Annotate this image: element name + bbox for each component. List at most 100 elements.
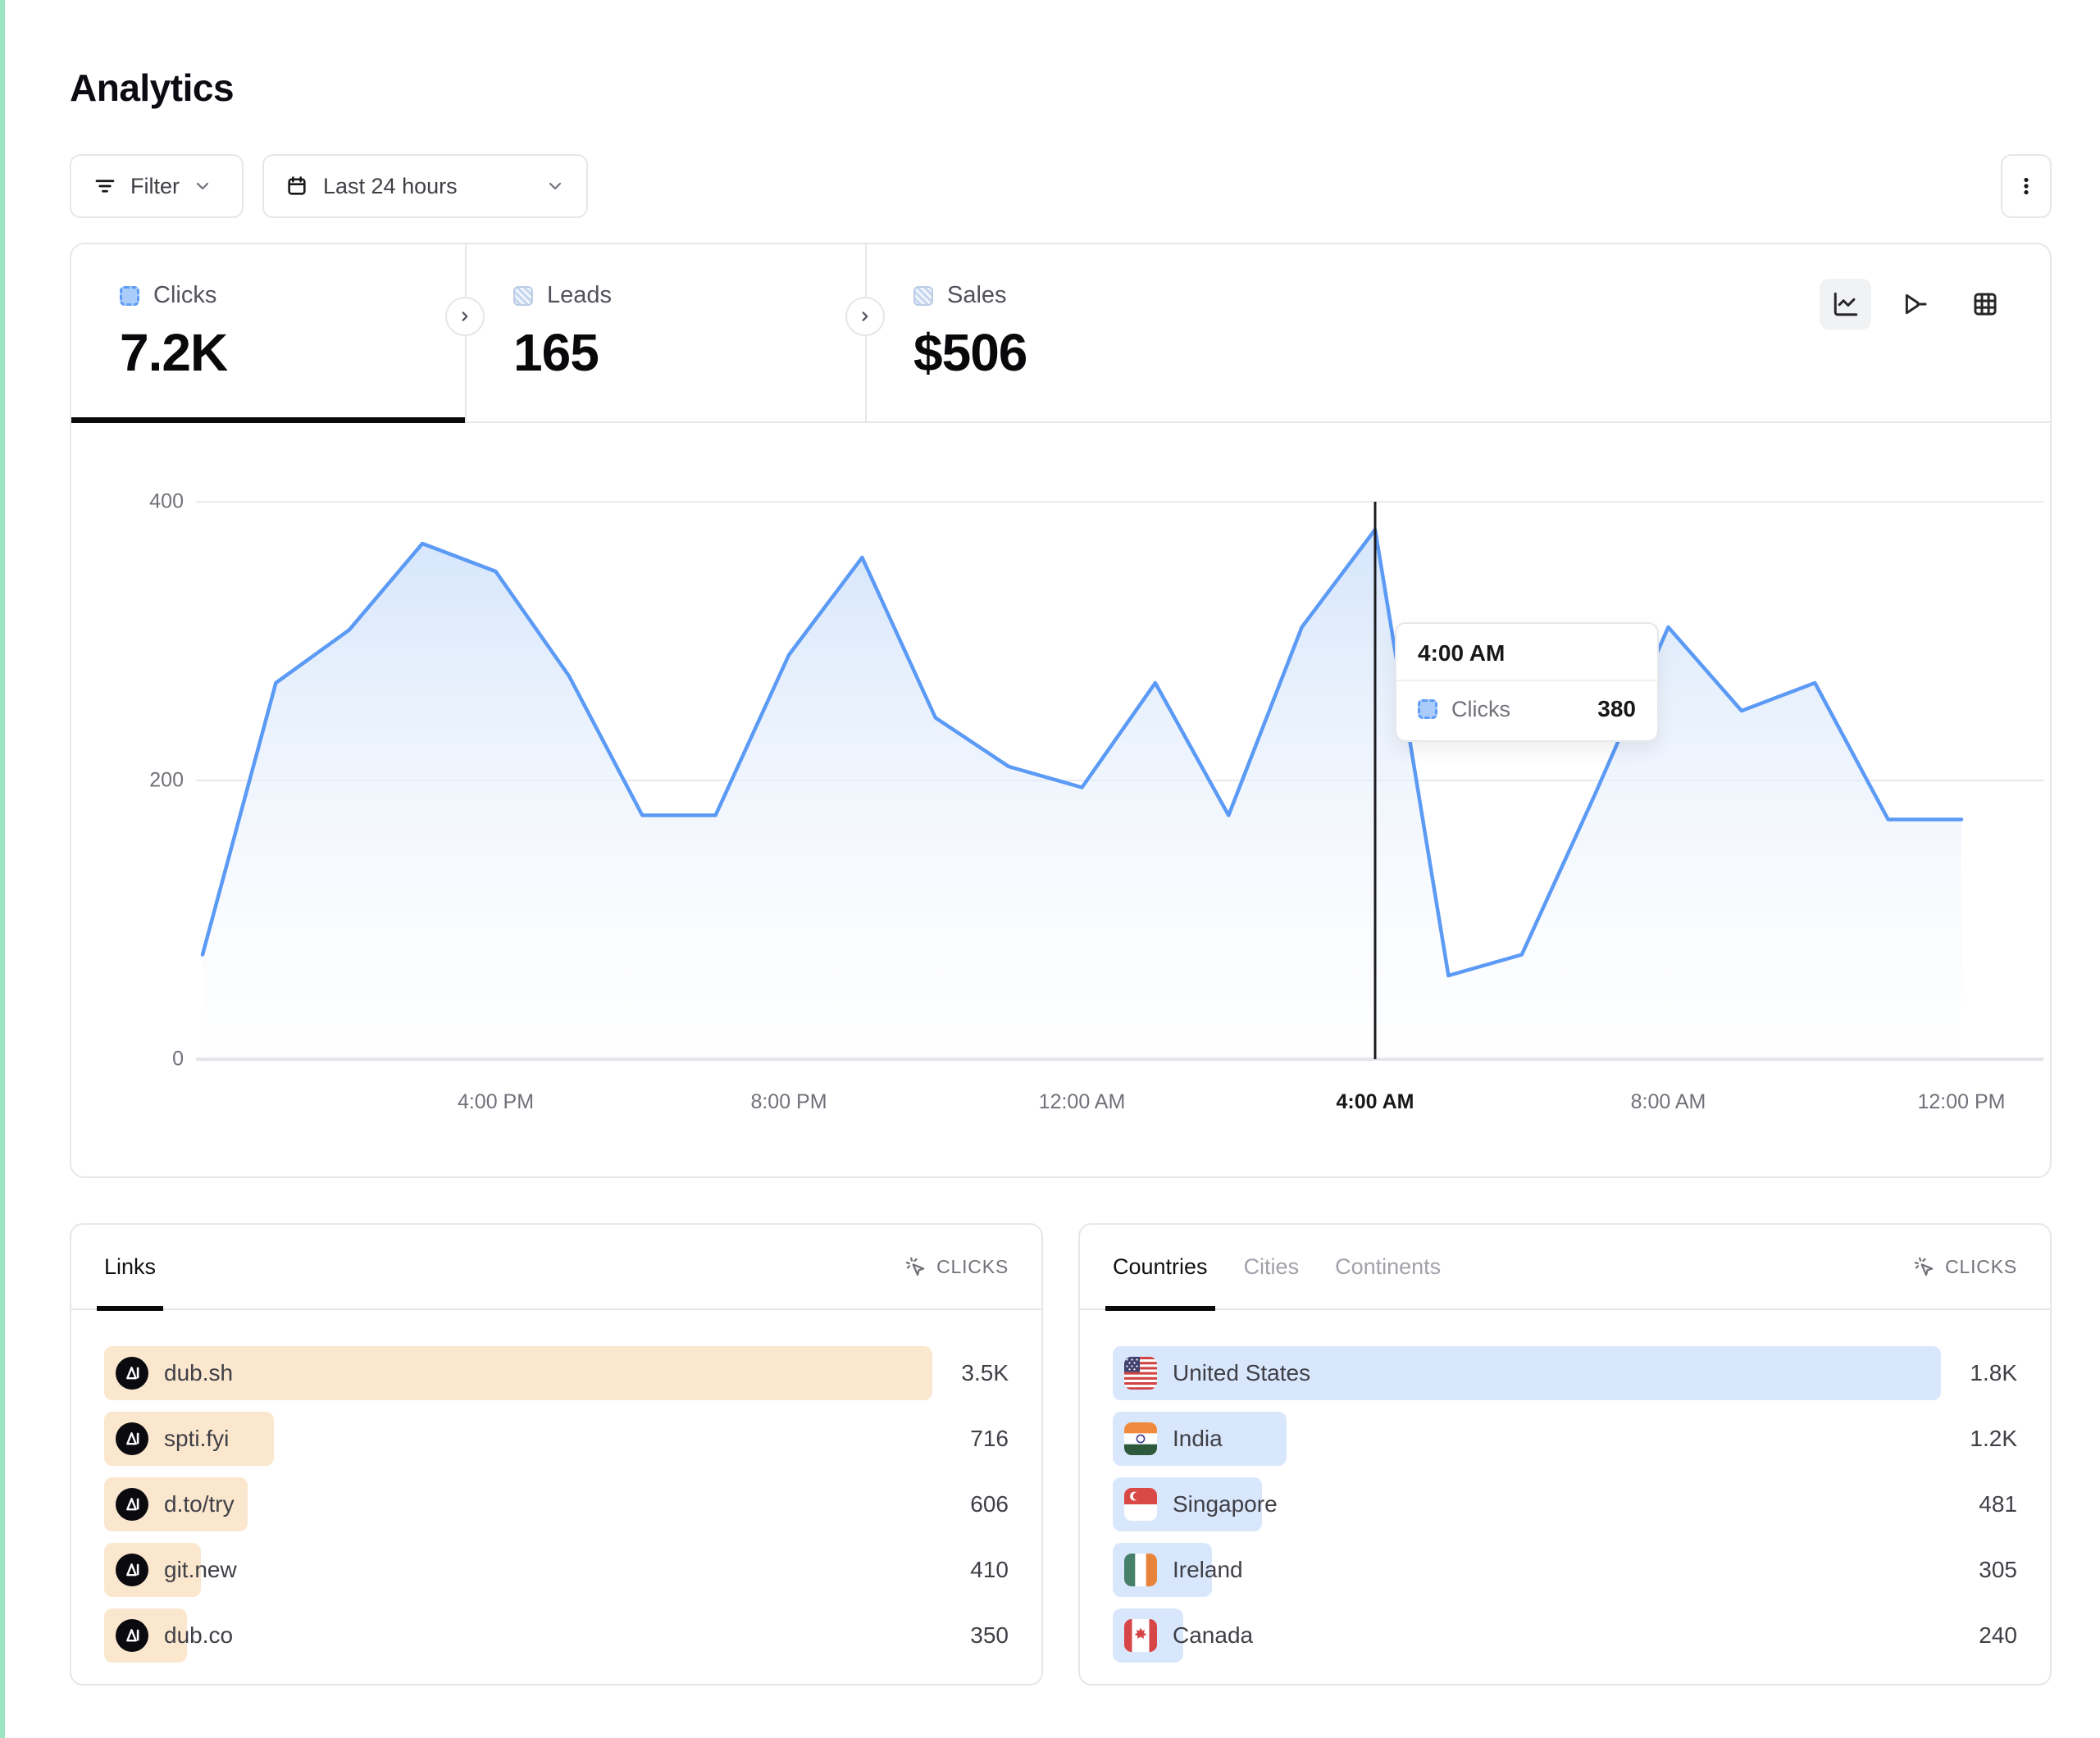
filter-icon — [93, 174, 117, 198]
tab-continents[interactable]: Continents — [1335, 1253, 1442, 1279]
countries-metric-header[interactable]: CLICKS — [1913, 1256, 2017, 1278]
x-axis-label: 4:00 AM — [1336, 1090, 1414, 1113]
row-value: 3.5K — [961, 1360, 1009, 1385]
row-value: 716 — [970, 1426, 1009, 1451]
row-label: Ireland — [1173, 1557, 1243, 1582]
countries-panel: Countries Cities Continents CLICKS Unite… — [1078, 1223, 2052, 1686]
line-chart-view-button[interactable] — [1820, 279, 1871, 330]
country-row[interactable]: India 1.2K — [1113, 1412, 2017, 1466]
stat-value: $506 — [913, 323, 1027, 382]
stat-label: Sales — [947, 282, 1007, 308]
line-chart-icon — [1834, 292, 1857, 316]
chevron-down-icon — [545, 176, 565, 196]
cursor-click-icon — [1913, 1256, 1935, 1278]
ca-flag-icon — [1124, 1619, 1157, 1652]
clicks-line-series — [200, 527, 1964, 978]
link-row[interactable]: dub.co 350 — [104, 1608, 1009, 1663]
funnel-view-button[interactable] — [1889, 279, 1941, 330]
stat-tab-sales[interactable]: Sales $506 — [865, 244, 1218, 421]
dub-logo-icon — [116, 1554, 148, 1586]
value-bar — [104, 1346, 932, 1400]
row-label: spti.fyi — [164, 1426, 230, 1451]
row-label: United States — [1173, 1360, 1311, 1385]
clicks-area-fill — [203, 530, 1961, 1059]
date-range-button[interactable]: Last 24 hours — [262, 154, 588, 218]
clicks-legend-swatch — [120, 285, 139, 306]
more-options-button[interactable] — [2001, 154, 2052, 218]
cursor-click-icon — [904, 1256, 927, 1278]
kebab-menu-icon — [2016, 175, 2037, 197]
leads-legend-swatch — [513, 285, 533, 306]
tooltip-value: 380 — [1597, 696, 1636, 721]
link-row[interactable]: spti.fyi 716 — [104, 1412, 1009, 1466]
row-label: India — [1173, 1426, 1223, 1451]
analytics-card: Clicks 7.2K Leads 165 Sales $506 — [70, 243, 2052, 1178]
stat-value: 165 — [513, 323, 599, 382]
stat-tab-clicks[interactable]: Clicks 7.2K — [71, 244, 465, 421]
sales-legend-swatch — [913, 285, 933, 306]
row-label: Singapore — [1173, 1491, 1278, 1517]
filter-button[interactable]: Filter — [70, 154, 244, 218]
row-label: d.to/try — [164, 1491, 235, 1517]
y-axis-label: 400 — [149, 489, 184, 513]
dub-logo-icon — [116, 1357, 148, 1390]
row-value: 481 — [1979, 1491, 2017, 1517]
row-value: 1.2K — [1970, 1426, 2017, 1451]
x-axis-label: 12:00 AM — [1038, 1090, 1126, 1113]
chart-type-toggles — [1820, 279, 2011, 330]
filter-button-label: Filter — [130, 173, 180, 198]
row-value: 305 — [1979, 1557, 2017, 1582]
row-label: dub.co — [164, 1622, 234, 1648]
stat-label: Clicks — [153, 282, 217, 308]
stat-tab-leads[interactable]: Leads 165 — [465, 244, 865, 421]
funnel-icon — [1905, 293, 1927, 315]
date-range-label: Last 24 hours — [323, 173, 458, 198]
row-value: 410 — [970, 1557, 1009, 1582]
row-value: 350 — [970, 1622, 1009, 1648]
expand-leads-button[interactable] — [845, 297, 885, 336]
link-row[interactable]: d.to/try 606 — [104, 1477, 1009, 1531]
tooltip-series-label: Clicks — [1451, 696, 1510, 721]
dub-logo-icon — [116, 1488, 148, 1521]
tab-countries[interactable]: Countries — [1105, 1224, 1215, 1311]
links-panel: Links CLICKS dub.sh 3.5K spti.fyi 716 d.to/t… — [70, 1223, 1043, 1686]
chevron-down-icon — [193, 176, 212, 196]
tab-links[interactable]: Links — [96, 1224, 164, 1311]
table-view-button[interactable] — [1959, 279, 2011, 330]
row-label: git.new — [164, 1557, 237, 1582]
chart-tooltip: 4:00 AM Clicks 380 — [1395, 622, 1659, 742]
row-label: dub.sh — [164, 1360, 234, 1385]
sg-flag-icon — [1124, 1488, 1157, 1521]
value-bar — [1113, 1346, 1941, 1400]
y-axis-label: 200 — [149, 768, 184, 792]
tooltip-time: 4:00 AM — [1396, 624, 1657, 681]
dub-logo-icon — [116, 1619, 148, 1652]
row-label: Canada — [1173, 1622, 1254, 1648]
stat-value: 7.2K — [120, 323, 228, 382]
stats-tabs-row: Clicks 7.2K Leads 165 Sales $506 — [71, 244, 2050, 423]
tooltip-series-swatch — [1418, 699, 1437, 719]
country-row[interactable]: Singapore 481 — [1113, 1477, 2017, 1531]
links-metric-header[interactable]: CLICKS — [904, 1256, 1009, 1278]
country-row[interactable]: Canada 240 — [1113, 1608, 2017, 1663]
expand-clicks-button[interactable] — [445, 297, 485, 336]
x-axis-label: 12:00 PM — [1917, 1090, 2006, 1113]
stat-label: Leads — [547, 282, 613, 308]
active-stat-underline — [71, 417, 465, 423]
country-row[interactable]: United States 1.8K — [1113, 1346, 2017, 1400]
row-value: 240 — [1979, 1622, 2017, 1648]
row-value: 606 — [970, 1491, 1009, 1517]
y-axis-label: 0 — [172, 1047, 184, 1071]
page-edge-accent — [0, 0, 5, 1738]
country-row[interactable]: Ireland 305 — [1113, 1543, 2017, 1597]
link-row[interactable]: dub.sh 3.5K — [104, 1346, 1009, 1400]
x-axis-label: 8:00 PM — [750, 1090, 827, 1113]
tab-cities[interactable]: Cities — [1243, 1253, 1300, 1279]
grid-table-icon — [1973, 293, 1997, 316]
link-row[interactable]: git.new 410 — [104, 1543, 1009, 1597]
x-axis-label: 4:00 PM — [457, 1090, 535, 1113]
calendar-icon — [285, 175, 308, 198]
row-value: 1.8K — [1970, 1360, 2017, 1385]
us-flag-icon — [1124, 1357, 1157, 1390]
